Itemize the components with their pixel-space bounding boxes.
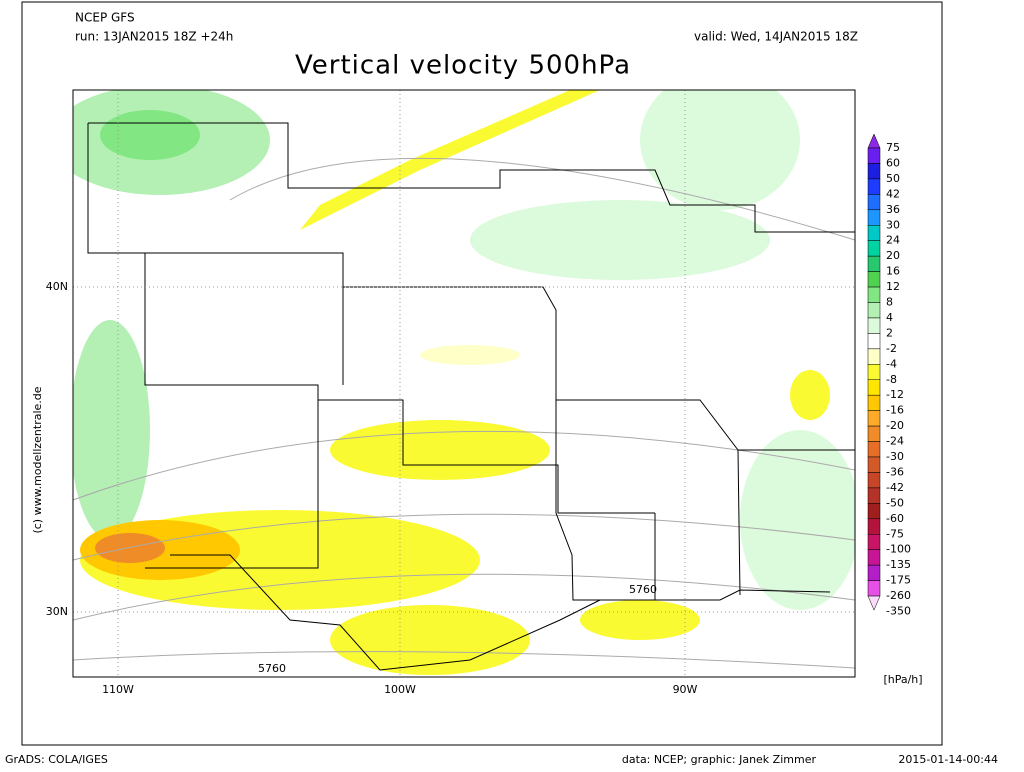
legend-swatch xyxy=(867,255,881,272)
legend-label: -2 xyxy=(886,342,897,355)
legend-swatch xyxy=(867,240,881,257)
legend-label: -75 xyxy=(886,527,904,540)
legend-label: 16 xyxy=(886,265,900,278)
color-legend: 75605042363024201612842-2-4-8-12-16-20-2… xyxy=(867,133,911,618)
legend-swatch xyxy=(867,410,881,427)
lat-label: 30N xyxy=(46,605,68,618)
legend-swatch xyxy=(867,209,881,226)
data-credit: data: NCEP; graphic: Janek Zimmer xyxy=(622,753,817,766)
legend-label: -24 xyxy=(886,435,904,448)
legend-swatch xyxy=(867,271,881,288)
legend-label: 4 xyxy=(886,311,893,324)
legend-label: 50 xyxy=(886,172,900,185)
legend-swatch xyxy=(867,503,881,520)
legend-label: -30 xyxy=(886,450,904,463)
legend-swatch xyxy=(867,518,881,535)
copyright: (c) www.modellzentrale.de xyxy=(31,386,44,533)
legend-label: -16 xyxy=(886,404,904,417)
legend-label: -50 xyxy=(886,496,904,509)
legend-label: 75 xyxy=(886,141,900,154)
legend-label: 12 xyxy=(886,280,900,293)
map-border xyxy=(72,89,856,678)
legend-label: 8 xyxy=(886,296,893,309)
legend-swatch xyxy=(867,348,881,365)
legend-label: -4 xyxy=(886,357,897,370)
legend-label: -60 xyxy=(886,512,904,525)
legend-label: 36 xyxy=(886,203,900,216)
contour-label: 5760 xyxy=(258,662,286,675)
legend-swatch xyxy=(867,379,881,396)
legend-swatch xyxy=(867,564,881,581)
lon-label: 110W xyxy=(102,683,134,696)
legend-unit: [hPa/h] xyxy=(883,673,922,686)
map-title: Vertical velocity 500hPa xyxy=(295,51,631,81)
legend-swatch xyxy=(867,549,881,566)
legend-swatch xyxy=(867,178,881,195)
borders xyxy=(87,122,855,671)
lon-label: 100W xyxy=(384,683,416,696)
legend-label: -135 xyxy=(886,558,911,571)
legend-label: 42 xyxy=(886,187,900,200)
legend-label: -350 xyxy=(886,605,911,618)
map-area: 40N 30N 110W 100W 90W 5760 5760 (c) www.… xyxy=(31,89,856,696)
height-contours xyxy=(72,157,856,669)
model-name: NCEP GFS xyxy=(75,11,135,25)
legend-swatch xyxy=(867,394,881,411)
legend-label: -20 xyxy=(886,419,904,432)
legend-label: -100 xyxy=(886,543,911,556)
lat-label: 40N xyxy=(46,280,68,293)
legend-swatch xyxy=(867,317,881,334)
legend-swatch xyxy=(867,333,881,350)
contour-label: 5760 xyxy=(629,583,657,596)
legend-label: 60 xyxy=(886,156,900,169)
legend-swatch xyxy=(867,286,881,303)
legend-swatch xyxy=(867,194,881,211)
legend-swatch xyxy=(867,487,881,504)
run-info: run: 13JAN2015 18Z +24h xyxy=(75,30,233,44)
velocity-field xyxy=(73,90,855,675)
legend-label: 24 xyxy=(886,234,900,247)
legend-swatch xyxy=(867,425,881,442)
legend-swatch xyxy=(867,147,881,164)
legend-swatch xyxy=(867,163,881,180)
legend-label: 30 xyxy=(886,218,900,231)
legend-label: -175 xyxy=(886,574,911,587)
lon-label: 90W xyxy=(673,683,698,696)
legend-arrow xyxy=(867,595,881,611)
legend-label: 20 xyxy=(886,249,900,262)
legend-swatch xyxy=(867,364,881,380)
legend-swatch xyxy=(867,456,881,473)
legend-swatch xyxy=(867,225,881,241)
legend-label: -36 xyxy=(886,465,904,478)
legend-swatch xyxy=(867,441,881,458)
legend-swatch xyxy=(867,580,881,597)
software-credit: GrADS: COLA/IGES xyxy=(5,753,108,766)
legend-label: 2 xyxy=(886,326,893,339)
legend-label: -260 xyxy=(886,589,911,602)
legend-label: -12 xyxy=(886,388,904,401)
timestamp: 2015-01-14-00:44 xyxy=(898,753,998,766)
legend-swatch xyxy=(867,472,881,489)
legend-swatch xyxy=(867,534,881,550)
valid-info: valid: Wed, 14JAN2015 18Z xyxy=(694,30,858,44)
legend-label: -8 xyxy=(886,373,897,386)
legend-label: -42 xyxy=(886,481,904,494)
legend-swatch xyxy=(867,302,881,319)
